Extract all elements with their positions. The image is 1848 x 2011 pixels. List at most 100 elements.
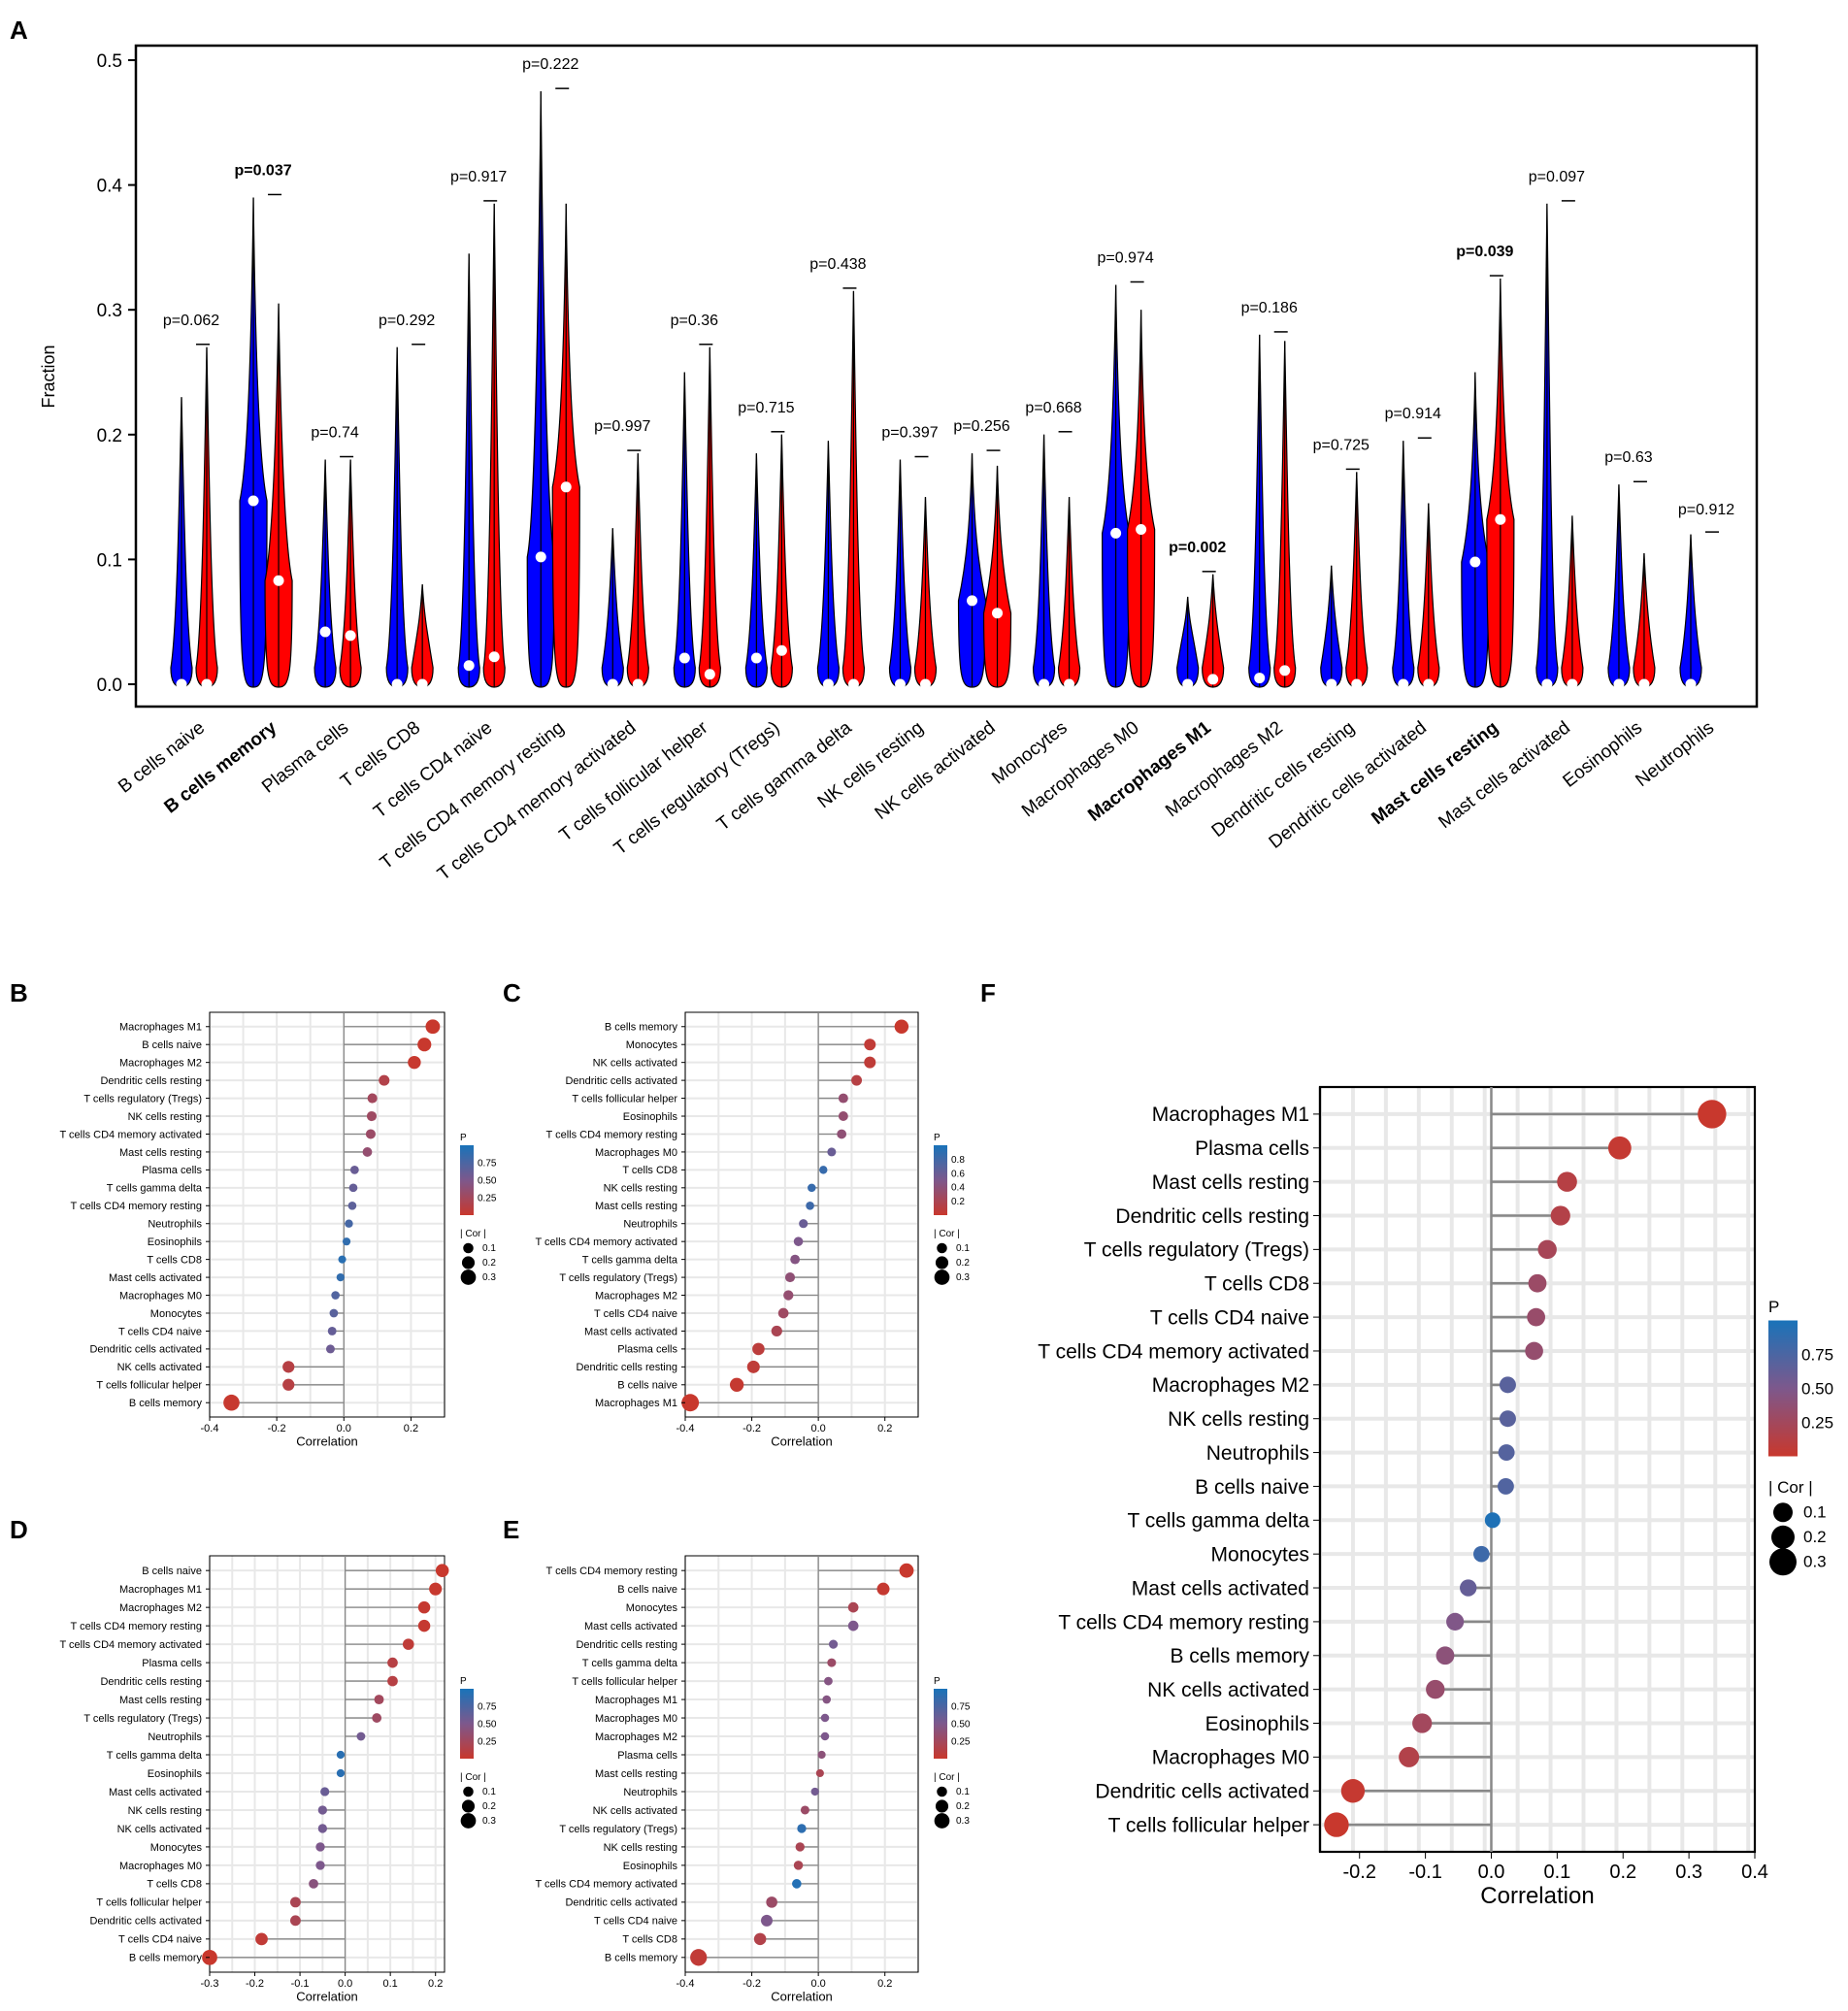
panel-label-b: B — [10, 978, 28, 1007]
violin-red-t-cells-cd4-memory-resting-median — [560, 481, 572, 493]
label-mast-cells-activated: Mast cells activated — [584, 1326, 677, 1337]
panel-e-frame — [684, 1555, 919, 1973]
point-t-cells-gamma-delta — [348, 1183, 358, 1193]
p-value-dendritic-cells-activated: p=0.914 — [1385, 406, 1441, 422]
label-nk-cells-activated: NK cells activated — [117, 1824, 202, 1835]
x-tick-label: -0.4 — [676, 1423, 695, 1434]
violin-red-mast-cells-activated-median — [1567, 678, 1578, 690]
label-plasma-cells: Plasma cells — [142, 1658, 202, 1669]
legend-cor-tick: 0.1 — [956, 1787, 970, 1797]
point-t-cells-cd4-memory-activated — [365, 1129, 376, 1139]
legend-cor-tick: 0.1 — [956, 1243, 970, 1254]
legend-cor-tick: 0.2 — [482, 1801, 496, 1812]
label-macrophages-m2: Macrophages M2 — [119, 1058, 202, 1070]
point-b-cells-naive — [417, 1038, 432, 1052]
legend-cor-tick: 0.1 — [1803, 1502, 1827, 1521]
label-nk-cells-activated: NK cells activated — [1147, 1679, 1309, 1701]
label-t-cells-regulatory-tregs: T cells regulatory (Tregs) — [83, 1713, 202, 1725]
x-label-macrophages-m0: Macrophages M0 — [1018, 717, 1143, 821]
legend-colorbar — [460, 1145, 474, 1215]
point-neutrophils — [810, 1787, 819, 1797]
point-eosinophils — [1412, 1713, 1433, 1733]
legend-p-tick: 0.25 — [951, 1737, 971, 1748]
point-neutrophils — [1498, 1444, 1515, 1462]
violin-blue-mast-cells-activated-median — [1541, 678, 1553, 690]
violin-red-macrophages-m1-median — [1207, 674, 1219, 685]
label-dendritic-cells-activated: Dendritic cells activated — [89, 1916, 202, 1928]
label-b-cells-memory: B cells memory — [129, 1953, 203, 1964]
point-nk-cells-resting — [317, 1805, 327, 1815]
p-value-t-cells-gamma-delta: p=0.438 — [809, 256, 866, 273]
label-mast-cells-activated: Mast cells activated — [584, 1621, 677, 1632]
point-macrophages-m0 — [315, 1861, 325, 1870]
label-dendritic-cells-resting: Dendritic cells resting — [1115, 1205, 1309, 1228]
violin-red-dendritic-cells-activated-median — [1423, 678, 1435, 690]
point-t-cells-follicular-helper — [290, 1896, 301, 1908]
point-macrophages-m1 — [425, 1019, 441, 1035]
point-monocytes — [847, 1601, 859, 1613]
violin-blue-t-cells-cd8-median — [391, 678, 403, 690]
point-t-cells-regulatory-tregs — [367, 1093, 378, 1104]
p-value-dendritic-cells-resting: p=0.725 — [1313, 437, 1370, 453]
label-eosinophils: Eosinophils — [623, 1861, 678, 1872]
panel-e-lollipop-chart: T cells CD4 memory resting B cells naive M… — [535, 1555, 971, 2003]
point-t-cells-cd8 — [753, 1932, 767, 1946]
violin-red-macrophages-m2-median — [1279, 665, 1291, 676]
legend-colorbar — [1768, 1320, 1798, 1457]
x-label-mast-cells-activated: Mast cells activated — [1435, 717, 1574, 833]
x-tick-label: 0.0 — [810, 1423, 825, 1434]
x-label-nk-cells-activated: NK cells activated — [872, 717, 1000, 824]
legend-cor-tick: 0.2 — [1803, 1528, 1827, 1546]
violin-blue-dendritic-cells-activated-median — [1398, 678, 1409, 690]
violin-red-dendritic-cells-resting-median — [1351, 678, 1363, 690]
point-mast-cells-activated — [1460, 1579, 1477, 1597]
legend-size-dot — [460, 1813, 477, 1829]
point-macrophages-m1 — [822, 1695, 832, 1704]
point-dendritic-cells-activated — [1340, 1779, 1366, 1803]
point-t-cells-cd4-memory-activated — [402, 1638, 414, 1650]
label-t-cells-follicular-helper: T cells follicular helper — [1108, 1814, 1309, 1836]
label-macrophages-m1: Macrophages M1 — [1152, 1104, 1309, 1126]
p-value-mast-cells-resting: p=0.039 — [1456, 244, 1513, 260]
point-monocytes — [315, 1842, 325, 1852]
label-macrophages-m0: Macrophages M0 — [1152, 1747, 1309, 1769]
legend-size-dot — [463, 1242, 474, 1254]
p-value-macrophages-m0: p=0.974 — [1097, 249, 1153, 266]
point-t-cells-cd4-memory-resting — [347, 1201, 357, 1210]
point-eosinophils — [336, 1768, 346, 1778]
p-value-nk-cells-activated: p=0.256 — [953, 418, 1009, 435]
label-b-cells-memory: B cells memory — [605, 1953, 678, 1964]
violin-blue-t-cells-cd4-memory-activated-median — [607, 678, 618, 690]
panel-d-lollipop-chart: B cells naive Macrophages M1 Macrophages M… — [59, 1555, 497, 2003]
point-t-cells-cd4-memory-resting — [1446, 1612, 1465, 1632]
label-t-cells-follicular-helper: T cells follicular helper — [96, 1380, 202, 1392]
point-dendritic-cells-activated — [325, 1344, 335, 1354]
p-value-t-cells-cd4-naive: p=0.917 — [450, 169, 507, 185]
p-value-monocytes: p=0.668 — [1025, 400, 1081, 416]
point-macrophages-m1 — [1698, 1100, 1727, 1129]
point-nk-cells-resting — [366, 1110, 378, 1122]
point-mast-cells-activated — [847, 1620, 859, 1632]
p-value-macrophages-m2: p=0.186 — [1241, 300, 1298, 316]
point-t-cells-cd4-memory-activated — [1525, 1341, 1543, 1361]
p-value-plasma-cells: p=0.74 — [311, 425, 358, 442]
violin-blue-dendritic-cells-resting-median — [1326, 678, 1337, 690]
p-value-neutrophils: p=0.912 — [1678, 502, 1734, 518]
point-nk-cells-activated — [317, 1824, 327, 1833]
x-tick-label: 0.0 — [337, 1423, 351, 1434]
legend-p-tick: 0.8 — [951, 1155, 965, 1166]
legend-p-tick: 0.50 — [1801, 1379, 1833, 1398]
legend-p-title: P — [460, 1133, 467, 1143]
point-b-cells-naive — [1497, 1477, 1514, 1495]
point-nk-cells-activated — [282, 1361, 295, 1373]
x-tick-label: -0.1 — [291, 1978, 310, 1990]
point-t-cells-follicular-helper — [824, 1676, 833, 1686]
label-macrophages-m1: Macrophages M1 — [595, 1398, 677, 1409]
panel-f-lollipop-chart: Macrophages M1 Plasma cells Mast cells res… — [1038, 1085, 1833, 1909]
point-neutrophils — [799, 1219, 808, 1229]
x-tick-label: -0.4 — [676, 1978, 695, 1990]
violin-blue-neutrophils-median — [1685, 678, 1697, 690]
point-t-cells-cd4-memory-activated — [792, 1879, 802, 1889]
panel-d-frame — [209, 1555, 446, 1973]
